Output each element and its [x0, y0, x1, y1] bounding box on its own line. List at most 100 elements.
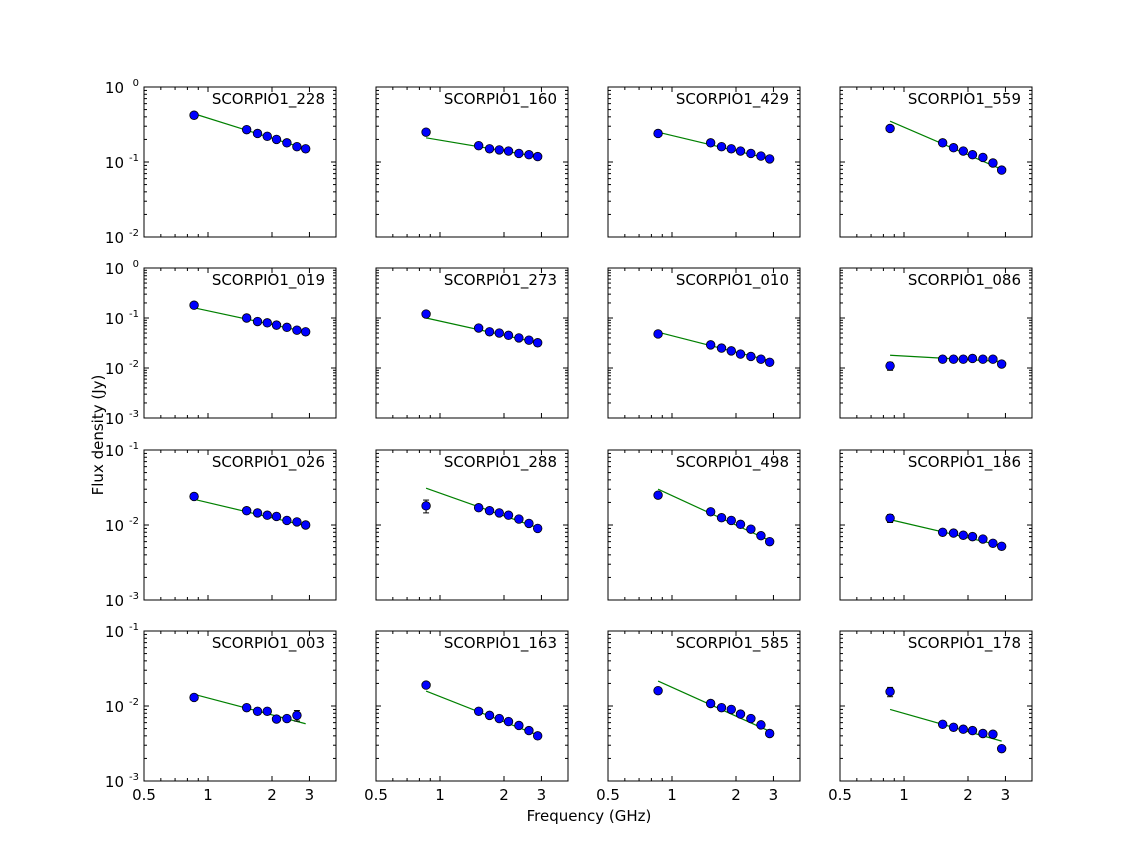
- panel-scorpio1-228: 10 -2 10 -1 10 0 SCORPIO1_228: [105, 78, 337, 247]
- panel-title: SCORPIO1_003: [212, 634, 325, 653]
- data-point: [967, 353, 978, 364]
- y-tick-label: 10: [105, 360, 124, 378]
- data-point: [532, 151, 543, 162]
- x-tick-label: 2: [267, 786, 277, 804]
- panel-scorpio1-585: 0.5 1 2 3 SCORPIO1_585: [596, 630, 801, 804]
- data-point: [241, 702, 252, 713]
- data-point: [241, 313, 252, 323]
- data-point: [514, 514, 524, 524]
- data-point: [958, 724, 968, 734]
- y-tick-label: 10: [105, 154, 124, 172]
- data-point: [726, 346, 736, 356]
- y-tick-exponent: -2: [129, 516, 139, 527]
- data-point: [958, 146, 968, 156]
- data-point: [735, 349, 746, 359]
- data-point: [958, 354, 968, 364]
- data-point: [494, 145, 504, 155]
- panel-frame: [375, 449, 569, 601]
- panel-scorpio1-003: 10 -3 10 -2 10 -1 0.5 1 2 3 SCORPIO1_003: [105, 622, 337, 804]
- data-point: [988, 354, 998, 364]
- panel-title: SCORPIO1_086: [908, 271, 1021, 290]
- data-point: [746, 524, 756, 534]
- panel-scorpio1-160: SCORPIO1_160: [375, 86, 569, 238]
- panel-title: SCORPIO1_163: [444, 634, 557, 653]
- data-point: [473, 323, 484, 333]
- data-point: [653, 490, 663, 500]
- y-tick-exponent: -2: [129, 228, 139, 239]
- data-point: [885, 513, 895, 523]
- panel-scorpio1-559: SCORPIO1_559: [839, 86, 1033, 238]
- panel-frame: [839, 449, 1033, 601]
- y-tick-label: 10: [105, 623, 124, 641]
- data-point: [958, 530, 968, 540]
- panel-title: SCORPIO1_186: [908, 453, 1021, 472]
- panel-frame: [375, 86, 569, 238]
- y-tick-label: 10: [105, 260, 124, 278]
- panel-scorpio1-429: SCORPIO1_429: [607, 86, 801, 238]
- data-point: [300, 520, 311, 530]
- data-point: [262, 131, 272, 142]
- x-tick-label: 1: [899, 786, 909, 804]
- x-tick-label: 1: [667, 786, 677, 804]
- data-point: [705, 138, 716, 148]
- panel-title: SCORPIO1_178: [908, 634, 1021, 653]
- x-axis-label: Frequency (GHz): [527, 807, 652, 825]
- panel-scorpio1-186: SCORPIO1_186: [839, 449, 1033, 601]
- y-tick-label: 10: [105, 773, 124, 791]
- data-point: [271, 511, 282, 522]
- data-point: [514, 148, 524, 159]
- data-point: [726, 144, 736, 154]
- data-point: [764, 154, 775, 164]
- data-point: [653, 329, 663, 339]
- y-tick-exponent: 0: [133, 259, 139, 270]
- data-point: [996, 359, 1007, 369]
- y-tick-label: 10: [105, 79, 124, 97]
- y-tick-exponent: -3: [129, 409, 139, 420]
- data-point: [653, 128, 663, 139]
- data-point: [282, 515, 292, 526]
- data-point: [746, 351, 756, 362]
- data-point: [532, 338, 543, 348]
- data-point: [756, 720, 766, 730]
- data-point: [996, 165, 1007, 175]
- panel-scorpio1-288: SCORPIO1_288: [375, 449, 569, 601]
- data-point: [503, 716, 514, 727]
- data-point: [988, 729, 998, 739]
- data-point: [292, 710, 302, 721]
- data-point: [189, 692, 199, 703]
- data-point: [996, 541, 1007, 551]
- panel-scorpio1-019: 10 -3 10 -2 10 -1 10 0 SCORPIO1_019: [105, 259, 337, 428]
- data-point: [705, 340, 716, 350]
- data-point: [189, 110, 199, 120]
- panel-title: SCORPIO1_559: [908, 90, 1021, 109]
- data-point: [885, 361, 895, 371]
- data-point: [421, 501, 431, 511]
- data-point: [996, 743, 1007, 754]
- y-tick-label: 10: [105, 410, 124, 428]
- panel-frame: [839, 267, 1033, 419]
- data-point: [764, 728, 775, 739]
- data-point: [494, 328, 504, 338]
- data-point: [653, 685, 663, 696]
- panel-scorpio1-026: 10 -3 10 -2 10 -1 SCORPIO1_026: [105, 441, 337, 610]
- data-point: [978, 354, 988, 364]
- data-point: [746, 148, 756, 159]
- data-point: [292, 141, 302, 152]
- data-point: [262, 706, 272, 716]
- data-point: [514, 333, 524, 343]
- data-point: [252, 128, 263, 139]
- data-point: [716, 141, 727, 152]
- panel-frame: [607, 267, 801, 419]
- data-point: [252, 316, 263, 327]
- panel-title: SCORPIO1_019: [212, 271, 325, 290]
- panel-frame: [839, 86, 1033, 238]
- data-point: [300, 327, 311, 337]
- data-point: [885, 687, 895, 697]
- data-point: [494, 508, 504, 518]
- panel-title: SCORPIO1_228: [212, 90, 325, 109]
- panel-title: SCORPIO1_585: [676, 634, 789, 653]
- panel-scorpio1-163: 0.5 1 2 3 SCORPIO1_163: [364, 630, 569, 804]
- data-point: [262, 318, 272, 328]
- data-point: [282, 138, 292, 148]
- data-point: [282, 322, 292, 333]
